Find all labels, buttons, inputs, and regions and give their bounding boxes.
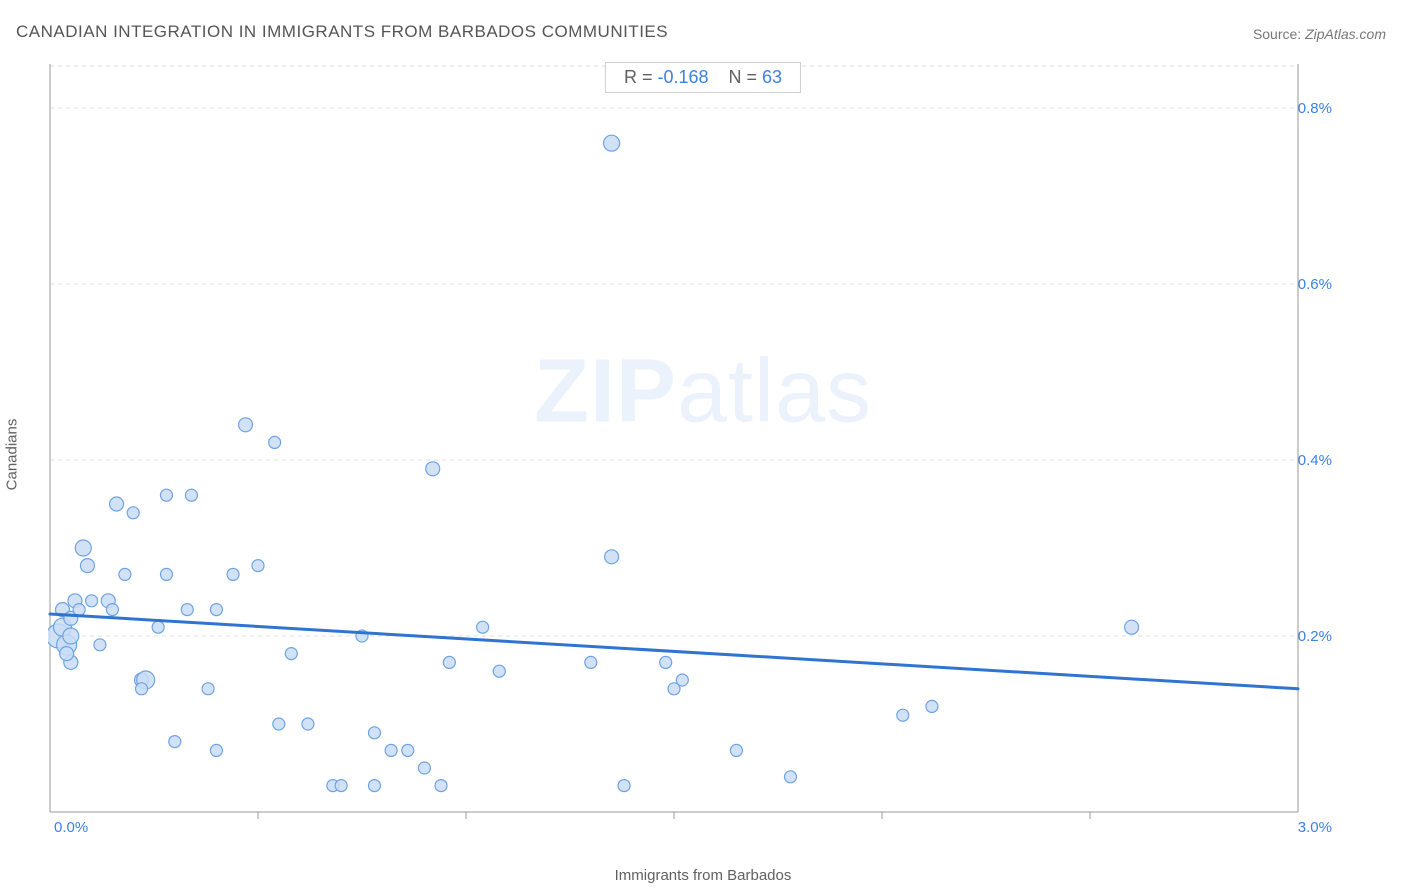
source-name: ZipAtlas.com: [1305, 26, 1386, 42]
source-prefix: Source:: [1253, 26, 1305, 42]
svg-text:0.2%: 0.2%: [1298, 628, 1332, 645]
stat-n-value: 63: [762, 67, 782, 87]
svg-text:0.4%: 0.4%: [1298, 452, 1332, 469]
svg-text:3.0%: 3.0%: [1298, 819, 1332, 836]
chart-title: CANADIAN INTEGRATION IN IMMIGRANTS FROM …: [16, 22, 668, 42]
stat-n-label: N =: [729, 67, 763, 87]
stat-r-value: -0.168: [657, 67, 708, 87]
stat-r-label: R =: [624, 67, 658, 87]
svg-text:0.6%: 0.6%: [1298, 276, 1332, 293]
y-axis-label: Canadians: [4, 419, 21, 491]
svg-text:0.8%: 0.8%: [1298, 100, 1332, 117]
scatter-chart: 0.2% 0.4% 0.6% 0.8% 0.0% 3.0%: [48, 56, 1338, 836]
x-axis-label: Immigrants from Barbados: [615, 867, 792, 884]
svg-text:0.0%: 0.0%: [54, 819, 88, 836]
source-attribution: Source: ZipAtlas.com: [1253, 26, 1386, 42]
stat-box: R = -0.168 N = 63: [605, 62, 801, 93]
